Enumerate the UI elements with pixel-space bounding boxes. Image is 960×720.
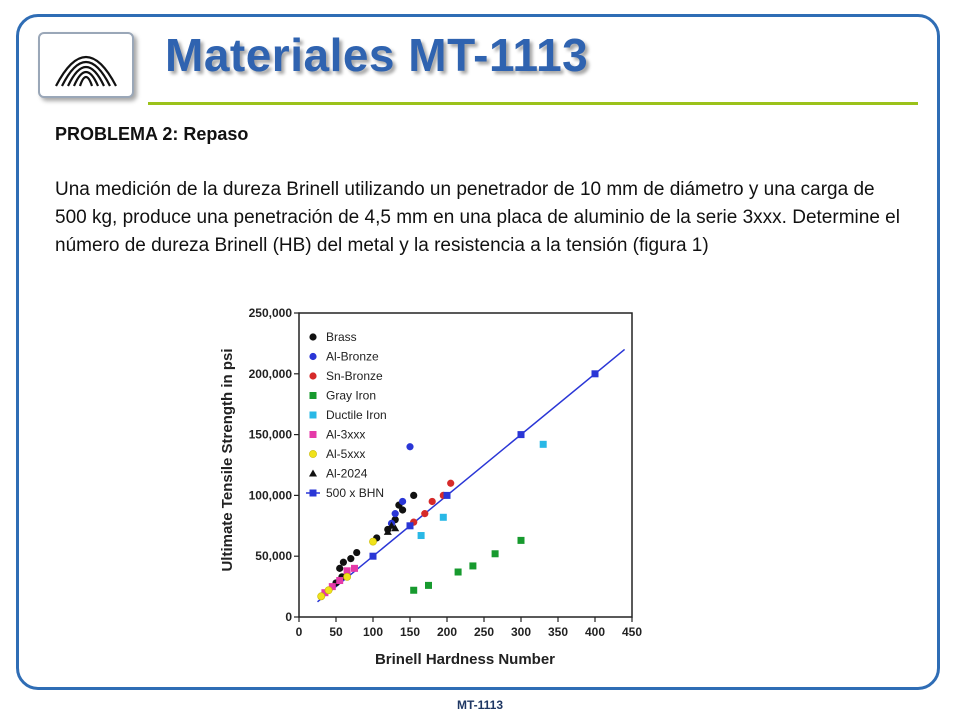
legend-label-al-5xxx: Al-5xxx — [326, 447, 365, 461]
x-tick-label: 200 — [437, 625, 457, 639]
y-tick-label: 100,000 — [249, 488, 293, 502]
legend-label-gray-iron: Gray Iron — [326, 389, 376, 403]
x-tick-label: 150 — [400, 625, 420, 639]
y-tick-label: 250,000 — [249, 306, 293, 320]
reference-line-500xbhn — [317, 348, 626, 603]
point-500-x-bhn — [517, 431, 525, 439]
legend-marker-al-bronze — [309, 352, 317, 361]
brinell-chart-figure: Ultimate Tensile Strength in psi Brinell… — [210, 300, 650, 672]
point-500-x-bhn — [443, 491, 451, 499]
legend-marker-al-5xxx — [309, 450, 317, 458]
point-gray-iron — [454, 568, 462, 576]
point-al-5xxx — [324, 586, 333, 595]
point-sn-bronze — [428, 497, 436, 506]
legend-label-ductile-iron: Ductile Iron — [326, 408, 387, 422]
y-tick-label: 200,000 — [249, 367, 293, 381]
point-brass — [339, 558, 347, 566]
point-brass — [399, 506, 407, 514]
x-axis-label: Brinell Hardness Number — [375, 651, 555, 668]
point-gray-iron — [425, 581, 432, 589]
y-tick-label: 0 — [285, 610, 292, 624]
point-al-3xxx — [336, 577, 344, 585]
legend-marker-al-2024 — [309, 469, 317, 477]
legend-label-al-2024: Al-2024 — [326, 467, 368, 481]
point-al-bronze — [406, 443, 414, 451]
x-tick-label: 250 — [474, 625, 494, 639]
legend-marker-500-x-bhn — [309, 489, 317, 497]
x-tick-label: 350 — [548, 625, 568, 639]
legend-label-500-x-bhn: 500 x BHN — [326, 486, 384, 500]
point-brass — [347, 555, 355, 563]
point-al-2024 — [391, 524, 400, 532]
point-al-bronze — [391, 510, 399, 518]
x-tick-label: 300 — [511, 625, 531, 639]
logo-icon — [55, 56, 117, 87]
point-al-5xxx — [369, 537, 377, 546]
point-ductile-iron — [439, 513, 447, 521]
legend-label-sn-bronze: Sn-Bronze — [326, 369, 383, 383]
point-ductile-iron — [417, 532, 425, 540]
y-axis-label: Ultimate Tensile Strength in psi — [219, 348, 236, 571]
point-al-5xxx — [343, 572, 351, 581]
point-gray-iron — [410, 586, 418, 594]
legend-label-al-bronze: Al-Bronze — [326, 350, 379, 364]
legend-marker-gray-iron — [309, 392, 317, 399]
point-al-3xxx — [321, 589, 329, 597]
problem-statement: Una medición de la dureza Brinell utiliz… — [55, 179, 900, 256]
x-tick-label: 0 — [296, 625, 303, 639]
legend-marker-brass — [309, 333, 317, 341]
y-tick-label: 150,000 — [249, 428, 293, 442]
slide-frame — [16, 14, 940, 690]
legend-label-brass: Brass — [326, 330, 357, 344]
point-al-2024 — [387, 521, 396, 529]
point-al-3xxx — [351, 564, 358, 572]
legend-marker-ductile-iron — [309, 411, 317, 419]
legend-label-al-3xxx: Al-3xxx — [326, 428, 365, 442]
university-logo — [38, 32, 134, 98]
point-500-x-bhn — [369, 552, 377, 560]
point-al-5xxx — [317, 592, 326, 601]
point-gray-iron — [517, 536, 525, 544]
point-sn-bronze — [421, 510, 429, 518]
problem-heading: PROBLEMA 2: Repaso — [55, 124, 249, 144]
legend-marker-sn-bronze — [309, 372, 317, 380]
point-500-x-bhn — [591, 370, 599, 378]
point-al-3xxx — [343, 567, 351, 575]
point-al-3xxx — [328, 583, 336, 591]
brinell-chart: Ultimate Tensile Strength in psi Brinell… — [219, 306, 642, 668]
point-brass — [353, 548, 361, 557]
point-500-x-bhn — [406, 522, 414, 530]
slide-title: Materiales MT-1113 — [165, 29, 589, 81]
point-ductile-iron — [539, 440, 547, 448]
x-tick-label: 450 — [622, 625, 642, 639]
point-brass — [336, 564, 344, 572]
point-gray-iron — [469, 562, 477, 570]
point-brass — [410, 491, 418, 499]
point-al-bronze — [399, 497, 407, 506]
x-tick-label: 400 — [585, 625, 605, 639]
legend-marker-al-3xxx — [309, 431, 317, 438]
point-gray-iron — [491, 550, 499, 558]
title-divider — [148, 102, 918, 105]
slide-footer: MT-1113 — [456, 698, 504, 712]
x-tick-label: 100 — [363, 625, 383, 639]
y-tick-label: 50,000 — [255, 549, 292, 563]
point-sn-bronze — [447, 479, 455, 487]
x-tick-label: 50 — [329, 625, 343, 639]
point-al-2024 — [383, 527, 392, 535]
